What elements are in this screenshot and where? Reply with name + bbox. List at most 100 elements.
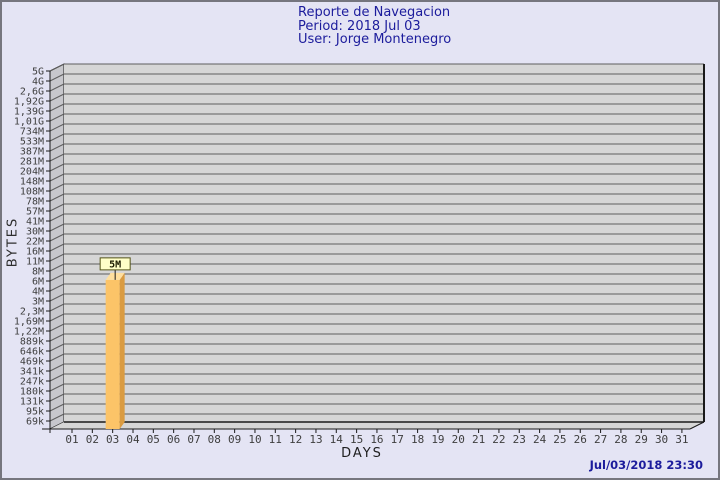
y-tick-label: 204M <box>20 167 44 178</box>
wall-diagonal <box>49 363 65 372</box>
wall-diagonal <box>49 153 65 162</box>
wall-diagonal <box>49 353 65 362</box>
wall-diagonal <box>49 233 65 242</box>
x-tick-label: 24 <box>533 433 547 446</box>
x-tick-label: 09 <box>228 433 241 446</box>
y-tick-label: 108M <box>20 187 44 198</box>
chart-floor <box>50 422 704 429</box>
y-tick-label: 341k <box>20 367 44 378</box>
y-tick-label: 3M <box>32 297 44 308</box>
report-user: User: Jorge Montenegro <box>298 32 452 47</box>
wall-diagonal <box>49 133 65 142</box>
y-tick-label: 469k <box>20 357 44 368</box>
x-tick-label: 28 <box>614 433 627 446</box>
x-tick-label: 06 <box>167 433 180 446</box>
wall-diagonal <box>49 333 65 342</box>
wall-diagonal <box>49 273 65 282</box>
y-tick-label: 78M <box>26 197 44 208</box>
y-tick-label: 41M <box>26 217 44 228</box>
y-tick-label: 1,39G <box>14 107 44 118</box>
chart-wall <box>49 63 65 430</box>
wall-diagonal <box>49 413 65 422</box>
y-tick-label: 131k <box>20 397 44 408</box>
wall-diagonal <box>49 403 65 412</box>
wall-diagonal <box>49 223 65 232</box>
wall-diagonal <box>49 63 65 72</box>
bar-value-label: 5M <box>109 259 121 270</box>
y-tick-label: 1,22M <box>14 327 44 338</box>
chart-plot-area <box>64 64 704 422</box>
y-tick-label: 5G <box>32 67 44 78</box>
wall-diagonal <box>49 83 65 92</box>
x-tick-label: 17 <box>391 433 404 446</box>
y-tick-label: 646k <box>20 347 44 358</box>
x-tick-label: 14 <box>330 433 344 446</box>
wall-diagonal <box>49 173 65 182</box>
wall-diagonal <box>49 243 65 252</box>
x-tick-label: 11 <box>269 433 282 446</box>
y-tick-label: 281M <box>20 157 44 168</box>
x-axis-title: DAYS <box>341 446 383 461</box>
wall-diagonal <box>49 313 65 322</box>
wall-diagonal <box>49 213 65 222</box>
y-tick-label: 2,3M <box>20 307 44 318</box>
wall-diagonal <box>49 383 65 392</box>
x-tick-label: 10 <box>248 433 261 446</box>
x-tick-label: 15 <box>350 433 363 446</box>
wall-diagonal <box>49 93 65 102</box>
y-tick-label: 1,69M <box>14 317 44 328</box>
y-tick-label: 2,6G <box>20 87 44 98</box>
y-tick-label: 180k <box>20 387 44 398</box>
y-tick-label: 30M <box>26 227 44 238</box>
wall-diagonal <box>49 123 65 132</box>
report-header: Reporte de Navegacion Period: 2018 Jul 0… <box>298 6 451 47</box>
x-tick-label: 31 <box>675 433 688 446</box>
x-tick-label: 07 <box>187 433 200 446</box>
wall-diagonal <box>49 183 65 192</box>
y-tick-label: 247k <box>20 377 44 388</box>
wall-diagonal <box>49 103 65 112</box>
y-tick-label: 4G <box>32 77 44 88</box>
x-tick-label: 12 <box>289 433 302 446</box>
x-tick-label: 29 <box>635 433 648 446</box>
y-tick-label: 11M <box>26 257 44 268</box>
bar-side <box>119 272 125 429</box>
x-tick-label: 30 <box>655 433 668 446</box>
floor-right-step <box>689 421 705 430</box>
wall-diagonal <box>49 193 65 202</box>
y-tick-label: 22M <box>26 237 44 248</box>
x-tick-label: 25 <box>553 433 566 446</box>
y-tick-label: 734M <box>20 127 44 138</box>
wall-diagonal <box>49 253 65 262</box>
bar-value-box <box>99 257 131 271</box>
x-tick-label: 27 <box>594 433 607 446</box>
y-tick-label: 148M <box>20 177 44 188</box>
wall-diagonal <box>49 143 65 152</box>
x-tick-label: 01 <box>65 433 78 446</box>
wall-diagonal <box>49 203 65 212</box>
y-tick-label: 16M <box>26 247 44 258</box>
x-tick-label: 22 <box>492 433 505 446</box>
x-tick-label: 05 <box>147 433 160 446</box>
wall-diagonal <box>49 113 65 122</box>
x-tick-label: 20 <box>452 433 465 446</box>
report-title: Reporte de Navegacion <box>298 5 451 20</box>
y-tick-label: 57M <box>26 207 44 218</box>
report-period: Period: 2018 Jul 03 <box>298 18 421 34</box>
x-tick-label: 19 <box>431 433 444 446</box>
wall-diagonal <box>49 73 65 82</box>
wall-diagonal <box>49 393 65 402</box>
x-tick-label: 21 <box>472 433 485 446</box>
y-tick-label: 6M <box>32 277 44 288</box>
x-tick-label: 23 <box>513 433 526 446</box>
y-tick-label: 387M <box>20 147 44 158</box>
x-tick-label: 13 <box>309 433 322 446</box>
y-tick-label: 69k <box>26 417 44 428</box>
y-tick-label: 889k <box>20 337 44 348</box>
y-tick-label: 533M <box>20 137 44 148</box>
x-tick-label: 03 <box>106 433 119 446</box>
x-tick-label: 16 <box>370 433 383 446</box>
x-tick-label: 26 <box>574 433 587 446</box>
